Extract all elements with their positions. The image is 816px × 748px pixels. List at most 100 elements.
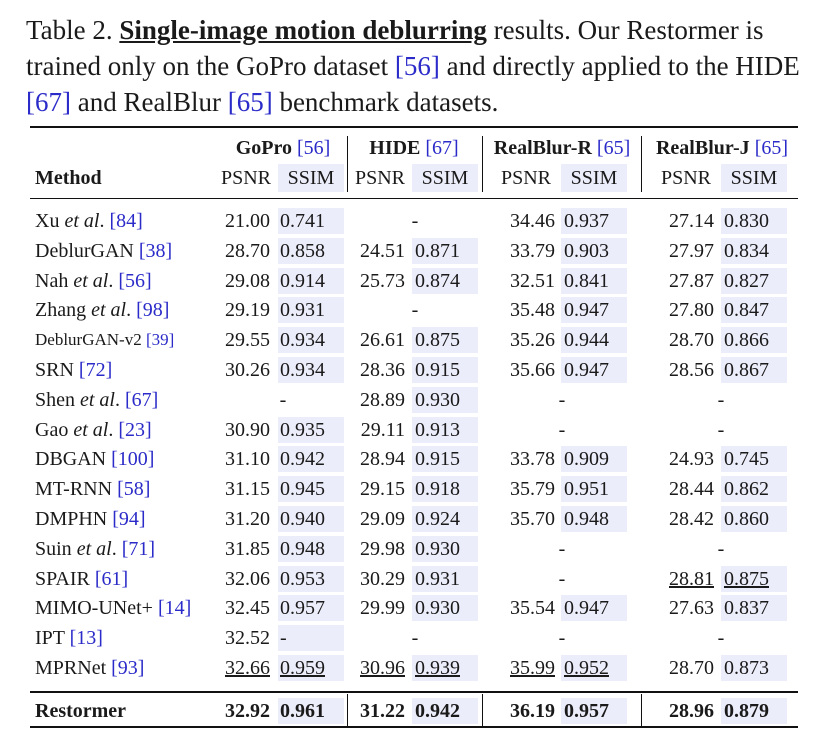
psnr-cell-realblur_j: 28.70 <box>669 657 714 679</box>
ssim-shade-header-realblur-r <box>561 164 627 192</box>
psnr-cell-realblur_j: 28.96 <box>669 700 714 722</box>
table-row: SPAIR [61] 32.06 0.953 30.29 0.931 - 28.81 0.87… <box>30 564 798 594</box>
psnr-cell-gopro: 31.20 <box>225 508 270 530</box>
method-ref[interactable]: [23] <box>118 418 152 441</box>
ssim-cell-hide: 0.942 <box>415 700 460 722</box>
ssim-shade-realblur_j <box>721 357 787 383</box>
method-name: MPRNet [93] <box>35 653 144 683</box>
method-name: Suin et al. [71] <box>35 534 155 564</box>
method-ref[interactable]: [72] <box>78 359 113 381</box>
ssim-shade-header-realblur-j <box>721 164 787 192</box>
caption-ref-realblur[interactable]: [65] <box>227 87 273 117</box>
ssim-cell-realblur_j: 0.745 <box>724 448 769 471</box>
method-name: MT-RNN [58] <box>35 474 150 504</box>
ssim-shade-hide <box>412 476 478 503</box>
dash-cell-realblur_j: - <box>717 418 725 441</box>
table-row: IPT [13] 32.52- - - - <box>30 623 798 653</box>
table-row: DMPHN [94] 31.20 0.940 29.09 0.924 35.70 0.948… <box>30 504 798 534</box>
psnr-cell-realblur_r: 35.26 <box>510 329 555 352</box>
psnr-cell-gopro: 31.10 <box>225 448 270 471</box>
ssim-shade-realblur_r <box>561 655 627 681</box>
method-label: DBGAN <box>35 448 112 471</box>
method-name: Xu et al. [84] <box>35 206 143 236</box>
dash-cell-realblur_j: - <box>717 537 725 560</box>
ssim-cell-realblur_j: 0.862 <box>724 478 769 501</box>
ssim-cell-realblur_r: 0.841 <box>564 269 609 292</box>
method-ref[interactable]: [98] <box>136 299 170 322</box>
ssim-shade-gopro <box>278 698 344 724</box>
method-ref[interactable]: [67] <box>125 388 159 411</box>
psnr-header-hide: PSNR <box>354 167 406 189</box>
method-ref[interactable]: [100] <box>111 448 155 471</box>
header-rule <box>30 198 798 199</box>
ssim-cell-gopro: 0.948 <box>280 537 325 560</box>
ssim-cell-realblur_r: 0.951 <box>564 478 609 501</box>
group-ref-realblur-j[interactable]: [65] <box>754 137 789 159</box>
ssim-cell-realblur_j: 0.867 <box>724 359 769 381</box>
ssim-cell-realblur_r: 0.952 <box>564 657 609 679</box>
psnr-cell-hide: 29.11 <box>360 418 405 441</box>
method-ref[interactable]: [14] <box>157 597 192 620</box>
ssim-shade-realblur_j <box>721 297 787 324</box>
ssim-cell-hide: 0.915 <box>415 359 460 381</box>
method-name: DeblurGAN-v2 [39] <box>35 325 174 355</box>
ssim-shade-realblur_r <box>561 327 627 354</box>
method-ref[interactable]: [93] <box>111 657 145 679</box>
ssim-shade-header-gopro <box>278 164 344 192</box>
group-ref-hide[interactable]: [67] <box>425 137 459 159</box>
caption-text-3: and RealBlur <box>70 87 228 117</box>
dash-cell-realblur_r: - <box>558 567 566 590</box>
psnr-cell-realblur_j: 28.42 <box>669 508 714 530</box>
method-ref[interactable]: [94] <box>112 508 146 530</box>
method-label: MIMO-UNet+ <box>35 597 158 620</box>
method-ref[interactable]: [39] <box>145 330 175 350</box>
psnr-cell-gopro: 30.26 <box>225 359 270 381</box>
ssim-cell-hide: 0.918 <box>415 478 460 501</box>
table-row: Nah et al. [56] 29.08 0.914 25.73 0.874 32.51… <box>30 266 798 296</box>
method-suffix: . <box>126 299 137 322</box>
ssim-shade-hide <box>412 267 478 294</box>
method-etal: et al <box>91 299 127 322</box>
group-ref-gopro[interactable]: [56] <box>296 137 331 159</box>
ssim-cell-realblur_r: 0.944 <box>564 329 609 352</box>
ssim-shade-gopro <box>278 416 344 443</box>
caption-title: Single-image motion deblurring <box>119 15 487 45</box>
method-name: MIMO-UNet+ [14] <box>35 593 191 623</box>
method-ref[interactable]: [56] <box>118 269 152 292</box>
psnr-cell-hide: 30.96 <box>360 657 405 679</box>
ssim-shade-realblur_j <box>721 208 787 234</box>
method-name: DBGAN [100] <box>35 444 154 474</box>
ssim-cell-hide: 0.924 <box>415 508 460 530</box>
ssim-shade-realblur_j <box>721 476 787 503</box>
dash-cell-realblur_j: - <box>717 627 725 650</box>
ssim-cell-gopro: 0.940 <box>280 508 325 530</box>
method-name: DMPHN [94] <box>35 504 146 534</box>
ssim-shade-realblur_j <box>721 506 787 532</box>
method-ref[interactable]: [61] <box>94 567 129 590</box>
method-ref[interactable]: [38] <box>138 239 173 262</box>
method-ref[interactable]: [13] <box>69 627 103 650</box>
ssim-cell-gopro: 0.953 <box>280 567 325 590</box>
table-row: DBGAN [100] 31.10 0.942 28.94 0.915 33.78 0.90… <box>30 444 798 474</box>
ssim-cell-realblur_r: 0.937 <box>564 210 609 232</box>
ssim-shade-realblur_r <box>561 698 627 724</box>
vsep-3-final <box>641 694 642 726</box>
group-ref-realblur-r[interactable]: [65] <box>596 137 631 159</box>
psnr-cell-gopro: 31.15 <box>225 478 270 501</box>
caption-ref-gopro[interactable]: [56] <box>394 51 440 81</box>
method-ref[interactable]: [58] <box>117 478 151 501</box>
method-header: Method <box>35 167 102 189</box>
vsep-3-header <box>641 136 642 192</box>
method-name: DeblurGAN [38] <box>35 236 172 266</box>
method-etal: et al <box>64 210 100 232</box>
psnr-cell-realblur_j: 24.93 <box>669 448 714 471</box>
ssim-shade-gopro <box>278 565 344 592</box>
ssim-cell-hide: 0.930 <box>415 388 460 411</box>
psnr-cell-gopro: 29.19 <box>225 299 270 322</box>
method-label: DeblurGAN <box>35 239 139 262</box>
caption-ref-hide[interactable]: [67] <box>26 87 71 117</box>
psnr-cell-realblur_r: 35.54 <box>510 597 555 620</box>
psnr-cell-hide: 28.94 <box>360 448 405 471</box>
method-ref[interactable]: [71] <box>121 537 156 560</box>
method-ref[interactable]: [84] <box>109 210 143 232</box>
